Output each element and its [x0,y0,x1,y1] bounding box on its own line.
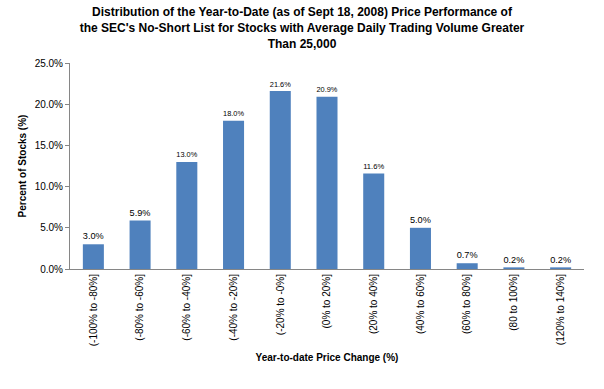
svg-text:(-80% to -60%]: (-80% to -60%] [134,274,145,341]
svg-text:25.0%: 25.0% [35,58,63,69]
svg-text:20.0%: 20.0% [35,99,63,110]
svg-text:18.0%: 18.0% [223,109,244,118]
svg-text:0.0%: 0.0% [40,264,63,275]
svg-text:11.6%: 11.6% [363,162,384,171]
svg-text:(-60% to -40%]: (-60% to -40%] [181,274,192,341]
svg-text:(120% to 140%]: (120% to 140%] [555,274,566,345]
svg-text:5.9%: 5.9% [130,208,151,218]
svg-text:(60% to 80%]: (60% to 80%] [461,274,472,334]
svg-text:20.9%: 20.9% [317,85,338,94]
svg-text:13.0%: 13.0% [176,150,197,159]
svg-text:0.7%: 0.7% [457,250,478,260]
svg-text:3.0%: 3.0% [83,231,104,241]
svg-text:0.2%: 0.2% [503,255,524,265]
svg-text:(0% to 20%]: (0% to 20%] [321,274,332,329]
svg-text:Year-to-date Price Change (%): Year-to-date Price Change (%) [256,352,399,363]
svg-text:0.2%: 0.2% [550,255,571,265]
svg-text:21.6%: 21.6% [270,80,291,89]
svg-text:Distribution of the Year-to-Da: Distribution of the Year-to-Date (as of … [80,5,525,50]
svg-text:(-40% to -20%]: (-40% to -20%] [228,274,239,341]
svg-text:Percent of Stocks (%): Percent of Stocks (%) [17,115,28,218]
svg-text:(-20% to -0%]: (-20% to -0%] [275,274,286,335]
svg-text:5.0%: 5.0% [40,222,63,233]
svg-text:(40% to 60%]: (40% to 60%] [415,274,426,334]
svg-text:(-100% to -80%]: (-100% to -80%] [88,274,99,346]
svg-text:(20% to 40%]: (20% to 40%] [368,274,379,334]
svg-text:(80 to 100%]: (80 to 100%] [508,274,519,331]
svg-text:5.0%: 5.0% [410,215,431,225]
svg-text:10.0%: 10.0% [35,181,63,192]
svg-text:15.0%: 15.0% [35,140,63,151]
